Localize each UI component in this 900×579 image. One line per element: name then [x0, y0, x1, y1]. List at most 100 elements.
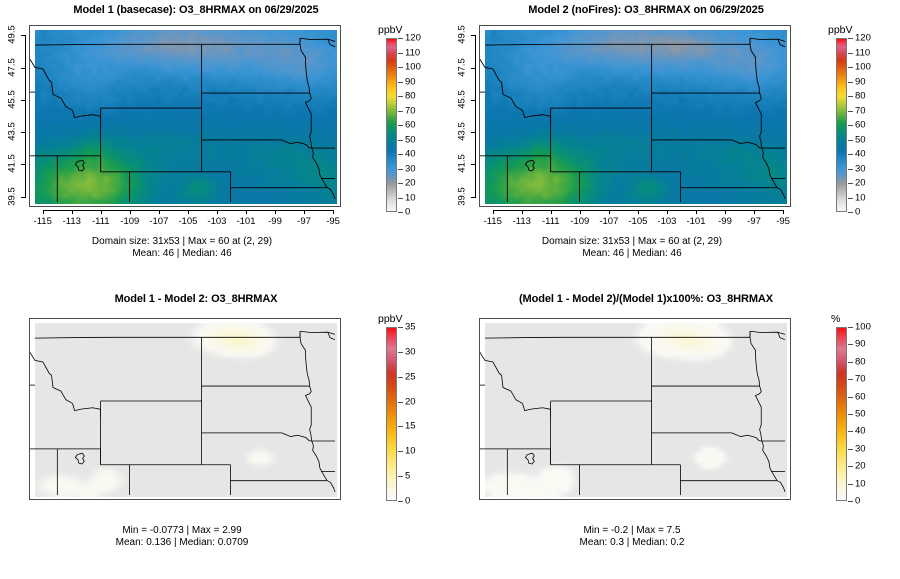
- colorbar-tick: [848, 431, 853, 433]
- colorbar-tick-label: 0: [405, 206, 411, 218]
- y-axis-tick: [21, 99, 26, 101]
- x-axis-tick-label: -103: [657, 216, 677, 227]
- state-boundary-path: [30, 58, 102, 125]
- colorbar-tick: [848, 197, 853, 199]
- x-axis-tick-label: -107: [599, 216, 619, 227]
- state-boundary-path: [755, 385, 763, 442]
- x-axis-tick-label: -107: [149, 216, 169, 227]
- y-axis-line: [25, 35, 26, 197]
- caption-line-1: Domain size: 31x53 | Max = 60 at (2, 29): [541, 236, 723, 247]
- y-axis-line: [475, 35, 476, 197]
- colorbar-tick-label: 50: [855, 408, 866, 420]
- colorbar-tick-label: 50: [405, 134, 416, 145]
- state-boundary-path: [484, 37, 786, 46]
- colorbar-tick-label: 60: [855, 391, 866, 403]
- state-boundary-path: [34, 330, 336, 339]
- colorbar-tick-label: 60: [405, 119, 416, 131]
- colorbar-tick-label: 10: [405, 192, 416, 203]
- colorbar-tick: [398, 38, 403, 39]
- colorbar-tick: [848, 125, 853, 126]
- state-boundary-path: [311, 440, 328, 481]
- y-axis-tick-label: 47.5: [456, 57, 468, 77]
- y-axis-tick-label: 43.5: [456, 122, 468, 141]
- x-axis-tick-label: -101: [236, 216, 256, 227]
- y-axis-tick-label: 39.5: [456, 186, 468, 206]
- state-boundary-path: [484, 330, 786, 339]
- x-axis-tick-label: -113: [62, 216, 81, 227]
- colorbar-gradient: [386, 38, 397, 212]
- y-axis-tick: [471, 67, 476, 69]
- colorbar-tick-label: 20: [855, 460, 866, 472]
- y-axis-tick-label: 41.5: [456, 154, 468, 174]
- state-boundary-path: [299, 44, 311, 94]
- x-axis-tick: [304, 210, 306, 214]
- state-boundary-path: [299, 337, 311, 387]
- map-statistics-caption: Domain size: 31x53 | Max = 60 at (2, 29)…: [462, 236, 802, 260]
- state-boundary-path: [305, 385, 313, 442]
- y-axis-tick: [21, 132, 26, 134]
- state-boundary-path: [201, 139, 312, 149]
- colorbar-unit-label: ppbV: [378, 313, 403, 325]
- state-boundary-path: [480, 58, 552, 125]
- colorbar-tick-label: 0: [405, 495, 411, 507]
- x-axis-tick: [187, 210, 189, 214]
- colorbar-gradient: [836, 38, 847, 212]
- x-axis-tick: [245, 210, 247, 214]
- caption-line-2: Mean: 46 | Median: 46: [132, 248, 232, 259]
- x-axis-tick: [333, 210, 335, 214]
- colorbar-tick: [398, 501, 403, 502]
- x-axis-tick: [783, 210, 785, 214]
- colorbar-tick: [848, 483, 853, 485]
- colorbar-tick: [398, 327, 403, 328]
- colorbar-tick: [398, 426, 403, 428]
- colorbar-tick-label: 100: [405, 61, 421, 73]
- colorbar-tick: [398, 183, 403, 184]
- colorbar-tick-label: 120: [855, 32, 871, 44]
- y-axis-tick: [21, 35, 26, 37]
- state-boundary-path: [776, 187, 786, 200]
- state-boundaries-overlay: [30, 37, 336, 203]
- y-axis-tick-label: 41.5: [6, 154, 18, 174]
- x-axis-tick: [550, 210, 552, 214]
- x-axis-tick-label: -95: [326, 216, 340, 227]
- colorbar-tick-label: 40: [855, 425, 866, 437]
- colorbar-tick: [398, 212, 403, 213]
- y-axis-tick-label: 45.5: [456, 90, 468, 109]
- colorbar-tick: [848, 379, 853, 381]
- x-axis-tick: [42, 210, 44, 214]
- colorbar-tick: [398, 451, 403, 453]
- state-boundary-path: [201, 432, 312, 442]
- y-axis-tick-label: 49.5: [456, 25, 468, 45]
- colorbar-tick: [848, 466, 853, 468]
- colorbar-tick: [848, 96, 853, 97]
- y-axis-tick: [471, 196, 476, 198]
- state-boundary-path: [755, 92, 763, 149]
- colorbar-gradient: [836, 327, 847, 501]
- colorbar-tick-label: 30: [855, 443, 866, 455]
- x-axis-tick: [695, 210, 697, 214]
- colorbar-tick: [398, 81, 403, 83]
- colorbar-tick-label: 100: [855, 321, 871, 333]
- x-axis-tick: [158, 210, 160, 214]
- y-axis-tick-label: 47.5: [6, 57, 18, 77]
- x-axis-tick: [579, 210, 581, 214]
- x-axis-tick: [637, 210, 639, 214]
- colorbar-tick: [848, 361, 853, 363]
- x-axis-tick-label: -97: [747, 216, 761, 227]
- state-boundary-path: [777, 39, 786, 48]
- map-statistics-caption: Domain size: 31x53 | Max = 60 at (2, 29)…: [12, 236, 352, 260]
- colorbar-tick: [848, 154, 853, 155]
- x-axis-tick-label: -109: [570, 216, 590, 227]
- panel-model1-basecase: Model 1 (basecase): O3_8HRMAX on 06/29/2…: [0, 0, 450, 290]
- y-axis-tick: [471, 164, 476, 166]
- colorbar-tick-label: 80: [855, 90, 866, 102]
- map-plot-area: [479, 25, 791, 207]
- state-boundary-path: [480, 448, 552, 465]
- colorbar-unit-label: ppbV: [378, 24, 403, 36]
- caption-line-1: Min = -0.0773 | Max = 2.99: [122, 525, 242, 536]
- colorbar-tick-label: 90: [405, 76, 416, 87]
- colorbar-tick: [398, 154, 403, 155]
- colorbar-tick-label: 10: [855, 478, 866, 490]
- colorbar-tick: [848, 414, 853, 415]
- colorbar-tick-label: 90: [855, 76, 866, 87]
